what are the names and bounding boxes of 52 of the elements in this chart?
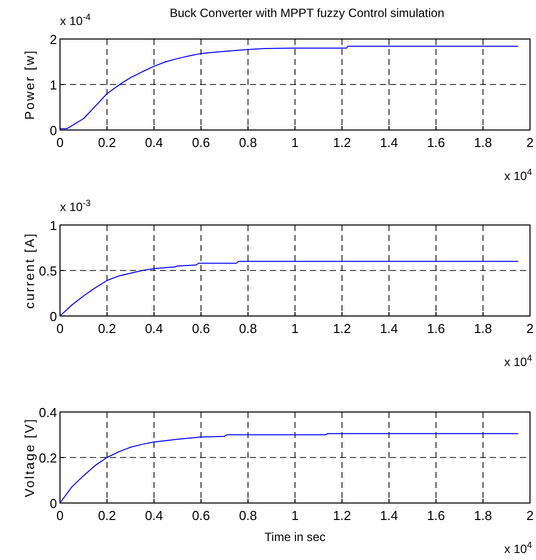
x-tick-label: 1.6 [426, 321, 446, 336]
text: x 10$^{4}$ [504, 353, 532, 369]
x-tick-label: 1.6 [426, 508, 446, 523]
y-tick-label: 0.2 [38, 450, 57, 466]
x-tick-label: 0.6 [192, 135, 210, 150]
text: x 10$^{-3}$ [60, 198, 91, 214]
x-tick-label: 0.4 [144, 508, 164, 523]
x-tick-label: 0.8 [238, 508, 258, 523]
y-axis-title: current [A] [22, 232, 37, 309]
x-tick-label: 1.4 [380, 508, 398, 523]
x-tick-label: 1.8 [474, 135, 492, 150]
line-series [60, 46, 519, 130]
y-axis-title: Power [w] [22, 49, 37, 120]
x-tick-label: 0.2 [98, 135, 116, 150]
x-tick-label: 1.6 [426, 135, 446, 150]
x-tick-label: 2 [526, 135, 534, 150]
x-tick-label: 0.2 [98, 321, 116, 336]
x-tick-label: 1.2 [332, 321, 352, 336]
text: x 10$^{4}$ [504, 540, 532, 556]
x-tick-label: 1 [291, 321, 299, 336]
x-tick-label: 1.2 [332, 135, 352, 150]
y-tick-label: 0 [50, 496, 57, 511]
line-series [60, 260, 519, 316]
text: x 10$^{-4}$ [60, 12, 91, 28]
y-tick-label: 1 [50, 218, 57, 233]
y-tick-label: 0 [50, 123, 57, 138]
x-tick-label: 1.2 [332, 508, 352, 523]
x-tick-label: 0.8 [238, 135, 258, 150]
x-tick-label: 1.4 [380, 321, 398, 336]
x-axis-title: Time in sec [264, 530, 326, 544]
x-tick-label: 0.2 [98, 508, 116, 523]
text: x 10$^{4}$ [504, 167, 532, 183]
line-series [60, 433, 519, 504]
x-tick-label: 1 [291, 508, 299, 523]
y-tick-label: 0 [50, 309, 57, 324]
x-tick-label: 1 [291, 135, 299, 150]
y-tick-label: 1 [50, 78, 57, 92]
x-tick-label: 2 [526, 508, 534, 523]
x-tick-label: 0.4 [144, 135, 164, 150]
y-axis-title: Voltage [V] [22, 418, 37, 498]
x-tick-label: 1.8 [474, 321, 492, 336]
x-tick-label: 0.4 [144, 321, 164, 336]
y-tick-label: 0.4 [38, 405, 57, 420]
x-tick-label: 0.6 [192, 321, 210, 336]
x-tick-label: 1.4 [380, 135, 398, 150]
y-tick-label: 0.5 [38, 264, 57, 278]
x-tick-label: 2 [526, 321, 534, 336]
x-tick-label: 1.8 [474, 508, 492, 523]
x-tick-label: 0.8 [238, 321, 258, 336]
y-tick-label: 2 [50, 32, 57, 47]
x-tick-label: 0.6 [192, 508, 210, 523]
chart-title: Buck Converter with MPPT fuzzy Control simulation [170, 6, 444, 20]
